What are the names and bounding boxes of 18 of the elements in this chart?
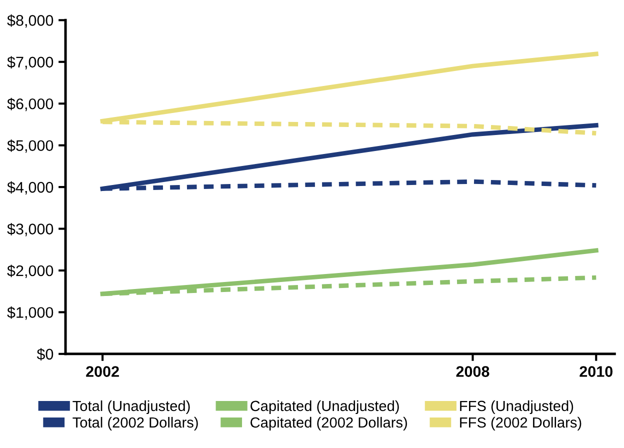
- y-tick-label: $7,000: [7, 56, 54, 70]
- x-tick-label: 2002: [86, 366, 119, 377]
- y-tick-label: $0: [36, 348, 54, 361]
- legend-label: Capitated (2002 Dollars): [250, 416, 407, 431]
- x-tick-label: 2010: [580, 366, 612, 377]
- legend-label: Capitated (Unadjusted): [250, 400, 399, 414]
- y-tick-label: $8,000: [7, 14, 54, 28]
- y-tick-label: $4,000: [7, 181, 54, 195]
- legend-label: FFS (2002 Dollars): [460, 416, 582, 431]
- y-tick-label: $6,000: [7, 98, 54, 112]
- legend-label: FFS (Unadjusted): [460, 400, 574, 414]
- y-tick-label: $1,000: [7, 306, 54, 320]
- y-tick-label: $2,000: [7, 264, 54, 278]
- y-tick-label: $3,000: [7, 222, 54, 236]
- x-tick-label: 2008: [456, 366, 490, 377]
- legend-label: Total (2002 Dollars): [72, 416, 198, 431]
- y-tick-label: $5,000: [7, 140, 54, 153]
- legend-label: Total (Unadjusted): [72, 400, 190, 414]
